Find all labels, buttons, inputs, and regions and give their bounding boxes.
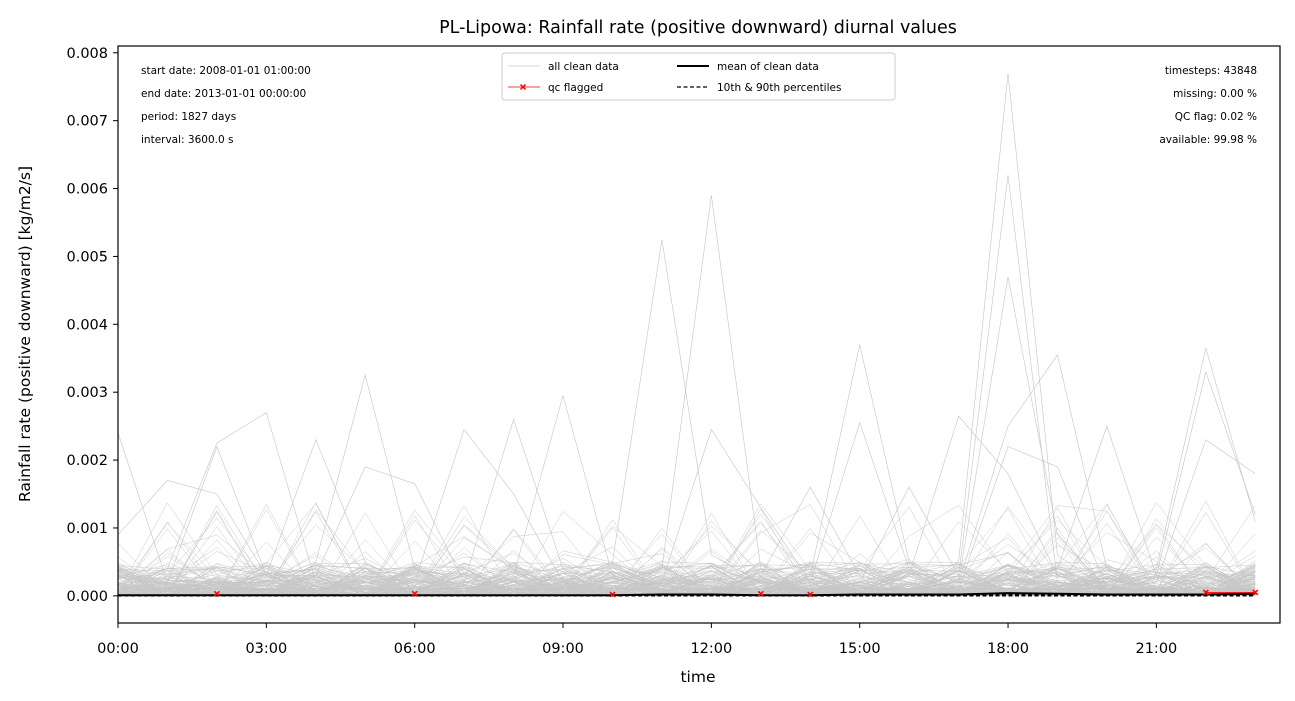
- y-tick-label: 0.000: [66, 589, 108, 605]
- info-timesteps: timesteps: 43848: [1165, 65, 1257, 77]
- info-qc-flag: QC flag: 0.02 %: [1175, 111, 1257, 123]
- y-tick-label: 0.003: [66, 385, 108, 401]
- y-axis: 0.000 0.001 0.002 0.003 0.004 0.005 0.006 0.007…: [66, 46, 118, 605]
- y-tick-label: 0.006: [66, 182, 108, 198]
- x-axis-label: time: [680, 668, 715, 686]
- qc-flagged-point: [411, 590, 418, 597]
- x-tick-label: 12:00: [690, 641, 732, 657]
- info-interval: interval: 3600.0 s: [141, 134, 233, 146]
- legend-label-mean: mean of clean data: [717, 61, 819, 73]
- x-tick-label: 03:00: [245, 641, 287, 657]
- y-tick-label: 0.008: [66, 46, 108, 62]
- qc-flagged-point: [757, 590, 764, 597]
- x-tick-label: 09:00: [542, 641, 584, 657]
- clean-data-line: [118, 562, 1256, 596]
- clean-data-line: [118, 504, 1256, 597]
- y-tick-label: 0.002: [66, 453, 108, 469]
- legend-swatch-qc-marker: [519, 83, 527, 91]
- clean-data-line: [118, 510, 1256, 597]
- y-tick-label: 0.004: [66, 317, 108, 333]
- y-axis-label: Rainfall rate (positive downward) [kg/m2…: [16, 166, 34, 502]
- legend-box: [501, 52, 896, 101]
- y-tick-label: 0.001: [66, 521, 108, 537]
- info-right: timesteps: 43848 missing: 0.00 % QC flag…: [1159, 65, 1257, 146]
- x-tick-label: 06:00: [394, 641, 436, 657]
- qc-flagged-point: [213, 590, 220, 597]
- x-tick-label: 15:00: [839, 641, 881, 657]
- clean-data-line: [118, 521, 1256, 597]
- legend-label-clean: all clean data: [548, 61, 619, 73]
- plot-frame: [117, 45, 1281, 624]
- x-tick-label: 00:00: [97, 641, 139, 657]
- y-tick-label: 0.005: [66, 249, 108, 265]
- qc-flagged-markers: [213, 589, 1259, 598]
- info-left: start date: 2008-01-01 01:00:00 end date…: [141, 65, 311, 146]
- y-tick-label: 0.007: [66, 114, 108, 130]
- clean-data-line: [118, 561, 1256, 597]
- info-start-date: start date: 2008-01-01 01:00:00: [141, 65, 311, 77]
- mean-line: [118, 592, 1256, 597]
- info-available: available: 99.98 %: [1159, 134, 1257, 146]
- info-missing: missing: 0.00 %: [1173, 88, 1257, 100]
- legend-label-percentiles: 10th & 90th percentiles: [717, 82, 841, 94]
- clean-data-line: [118, 555, 1256, 597]
- clean-data-line: [118, 524, 1256, 597]
- summary-lines: [118, 592, 1256, 597]
- qc-flagged-point: [1202, 589, 1209, 596]
- clean-data-line: [118, 439, 1256, 590]
- chart-title: PL-Lipowa: Rainfall rate (positive downw…: [439, 18, 957, 38]
- qc-flagged-point: [807, 591, 814, 598]
- x-tick-label: 21:00: [1135, 641, 1177, 657]
- qc-flagged-point: [1252, 589, 1259, 596]
- qc-flagged-point: [609, 591, 616, 598]
- legend-label-qc: qc flagged: [548, 82, 603, 94]
- info-period: period: 1827 days: [141, 111, 236, 123]
- legend: all clean data qc flagged mean of clean …: [501, 52, 896, 101]
- x-tick-label: 18:00: [987, 641, 1029, 657]
- info-end-date: end date: 2013-01-01 00:00:00: [141, 88, 306, 100]
- x-axis: 00:00 03:00 06:00 09:00 12:00 15:00 18:00 21:00: [97, 623, 1177, 657]
